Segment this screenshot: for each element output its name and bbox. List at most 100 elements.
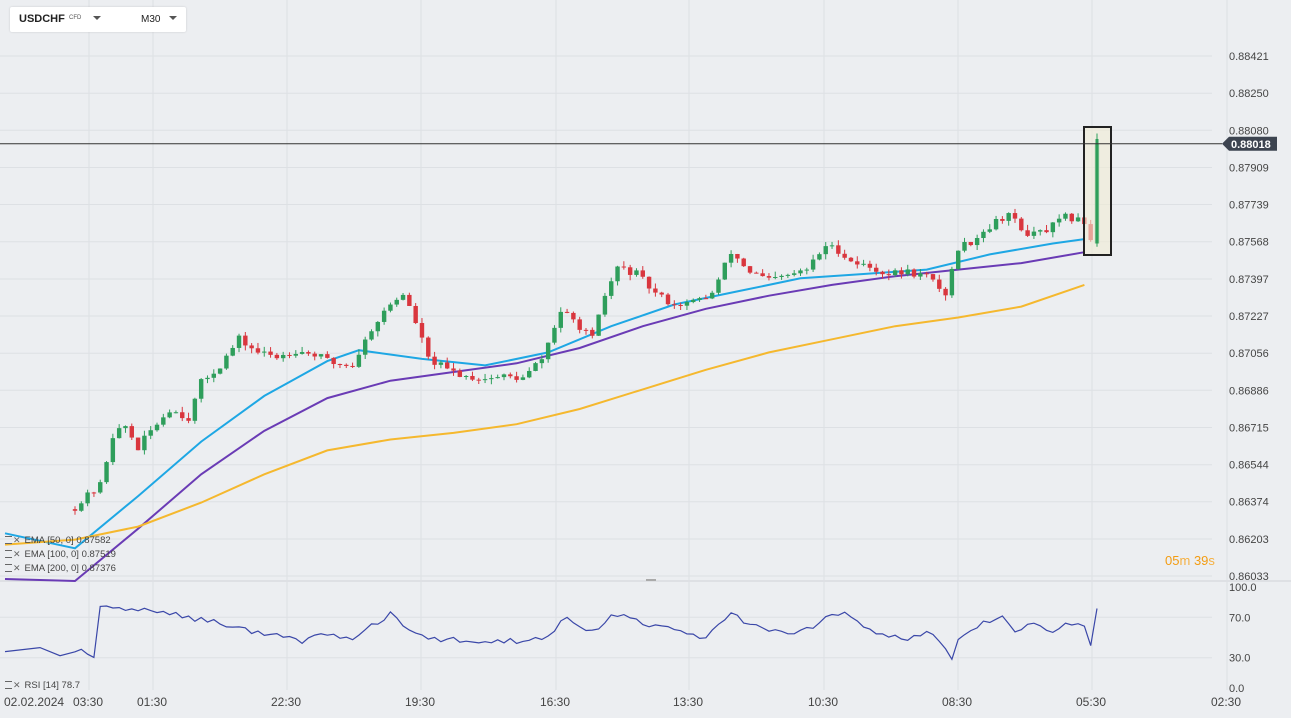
candle-body [489, 378, 494, 380]
ema-line-200 [4, 283, 1085, 546]
close-icon[interactable]: ✕ [13, 680, 21, 690]
candle-body [1050, 222, 1056, 233]
candle-body [463, 375, 469, 377]
candle-body [987, 229, 992, 232]
candle-body [747, 266, 753, 273]
candle-body [116, 428, 122, 439]
candle-body [369, 331, 374, 340]
candle-body [779, 275, 784, 278]
candle-body [205, 377, 210, 380]
settings-icon[interactable] [5, 564, 12, 573]
candle-body [892, 270, 898, 276]
time-axis-label: 02.02.2024 [4, 695, 64, 709]
legend-ema-100: ✕ EMA [100, 0] 0.87519 [5, 549, 116, 560]
chart-toolbar: USDCHF CFD M30 [10, 7, 186, 32]
candle-body [615, 266, 620, 282]
candle-body [457, 370, 463, 377]
timeframe-selector[interactable]: M30 [141, 14, 161, 25]
candle-body [1006, 213, 1011, 221]
candle-body [508, 374, 513, 377]
close-icon[interactable]: ✕ [13, 563, 21, 573]
candle-body [325, 354, 330, 358]
candle-body [1031, 231, 1037, 236]
candle-body [564, 311, 570, 313]
candle-body [577, 319, 582, 330]
price-pane [0, 0, 1212, 580]
candle-body [356, 354, 362, 367]
candle-body [754, 272, 759, 274]
candle-body [192, 398, 198, 421]
price-axis-label: 0.88080 [1229, 125, 1269, 137]
close-icon[interactable]: ✕ [13, 535, 21, 545]
candle-body [1000, 218, 1005, 221]
candle-body [344, 364, 349, 366]
legend-ema-200: ✕ EMA [200, 0] 0.87376 [5, 563, 116, 574]
candle-body [154, 424, 160, 431]
candle-body [337, 364, 343, 366]
candle-body [943, 288, 948, 296]
candle-body [716, 279, 721, 293]
candle-body [533, 363, 538, 371]
candle-body [766, 276, 772, 278]
time-axis-label: 03:30 [73, 695, 103, 709]
candle-body [728, 253, 734, 263]
candle-body [596, 314, 601, 336]
candle-body [142, 435, 147, 451]
symbol-dropdown-icon[interactable] [93, 16, 101, 20]
candle-body [640, 270, 645, 277]
candle-body [697, 298, 702, 300]
legend-ema-50: ✕ EMA [50, 0] 0.87582 [5, 535, 111, 546]
candle-body [224, 355, 229, 369]
instrument-type: CFD [69, 15, 82, 21]
candle-body [381, 310, 387, 322]
candle-body [413, 305, 418, 324]
candle-body [217, 368, 223, 374]
rsi-axis-label: 100.0 [1229, 582, 1257, 594]
candle-body [293, 353, 299, 356]
candle-body [741, 258, 746, 267]
candle-body [495, 377, 500, 379]
candle-body [861, 263, 866, 265]
rsi-line [4, 605, 1098, 661]
candle-body [255, 348, 261, 353]
candle-body [691, 299, 696, 303]
candle-body [804, 269, 810, 271]
symbol-selector[interactable]: USDCHF [19, 13, 65, 25]
candle-body [646, 276, 652, 289]
candle-body [476, 379, 481, 381]
candle-body [230, 347, 235, 356]
price-axis-label: 0.88250 [1229, 88, 1269, 100]
settings-icon[interactable] [5, 550, 12, 559]
settings-icon[interactable] [5, 681, 12, 690]
time-axis-label: 02:30 [1211, 695, 1241, 709]
candle-body [318, 354, 324, 357]
candle-body [1075, 217, 1081, 222]
candle-body [1063, 213, 1068, 219]
candle-body [855, 261, 860, 265]
legend-rsi: ✕ RSI [14] 78.7 [5, 680, 80, 691]
candle-body [962, 241, 967, 251]
candle-body [791, 273, 797, 275]
settings-icon[interactable] [5, 536, 12, 545]
timeframe-dropdown-icon[interactable] [169, 16, 177, 20]
time-axis-label: 01:30 [137, 695, 167, 709]
candle-body [280, 354, 286, 359]
price-axis-label: 0.87739 [1229, 200, 1269, 212]
candle-body [445, 362, 450, 369]
candle-body [545, 342, 551, 360]
candle-body [583, 329, 589, 331]
candle-body [438, 362, 444, 365]
candle-body [981, 231, 986, 239]
candle-body [104, 462, 109, 483]
candle-body [91, 492, 97, 494]
candle-body [211, 373, 216, 378]
candle-body [520, 377, 526, 380]
candle-body [1025, 230, 1030, 236]
candle-body [905, 269, 910, 275]
close-icon[interactable]: ✕ [13, 549, 21, 559]
candle-body [823, 246, 828, 255]
candle-body [653, 288, 658, 293]
candle-body [659, 292, 664, 295]
candle-countdown: 05m 39s [1165, 553, 1215, 568]
